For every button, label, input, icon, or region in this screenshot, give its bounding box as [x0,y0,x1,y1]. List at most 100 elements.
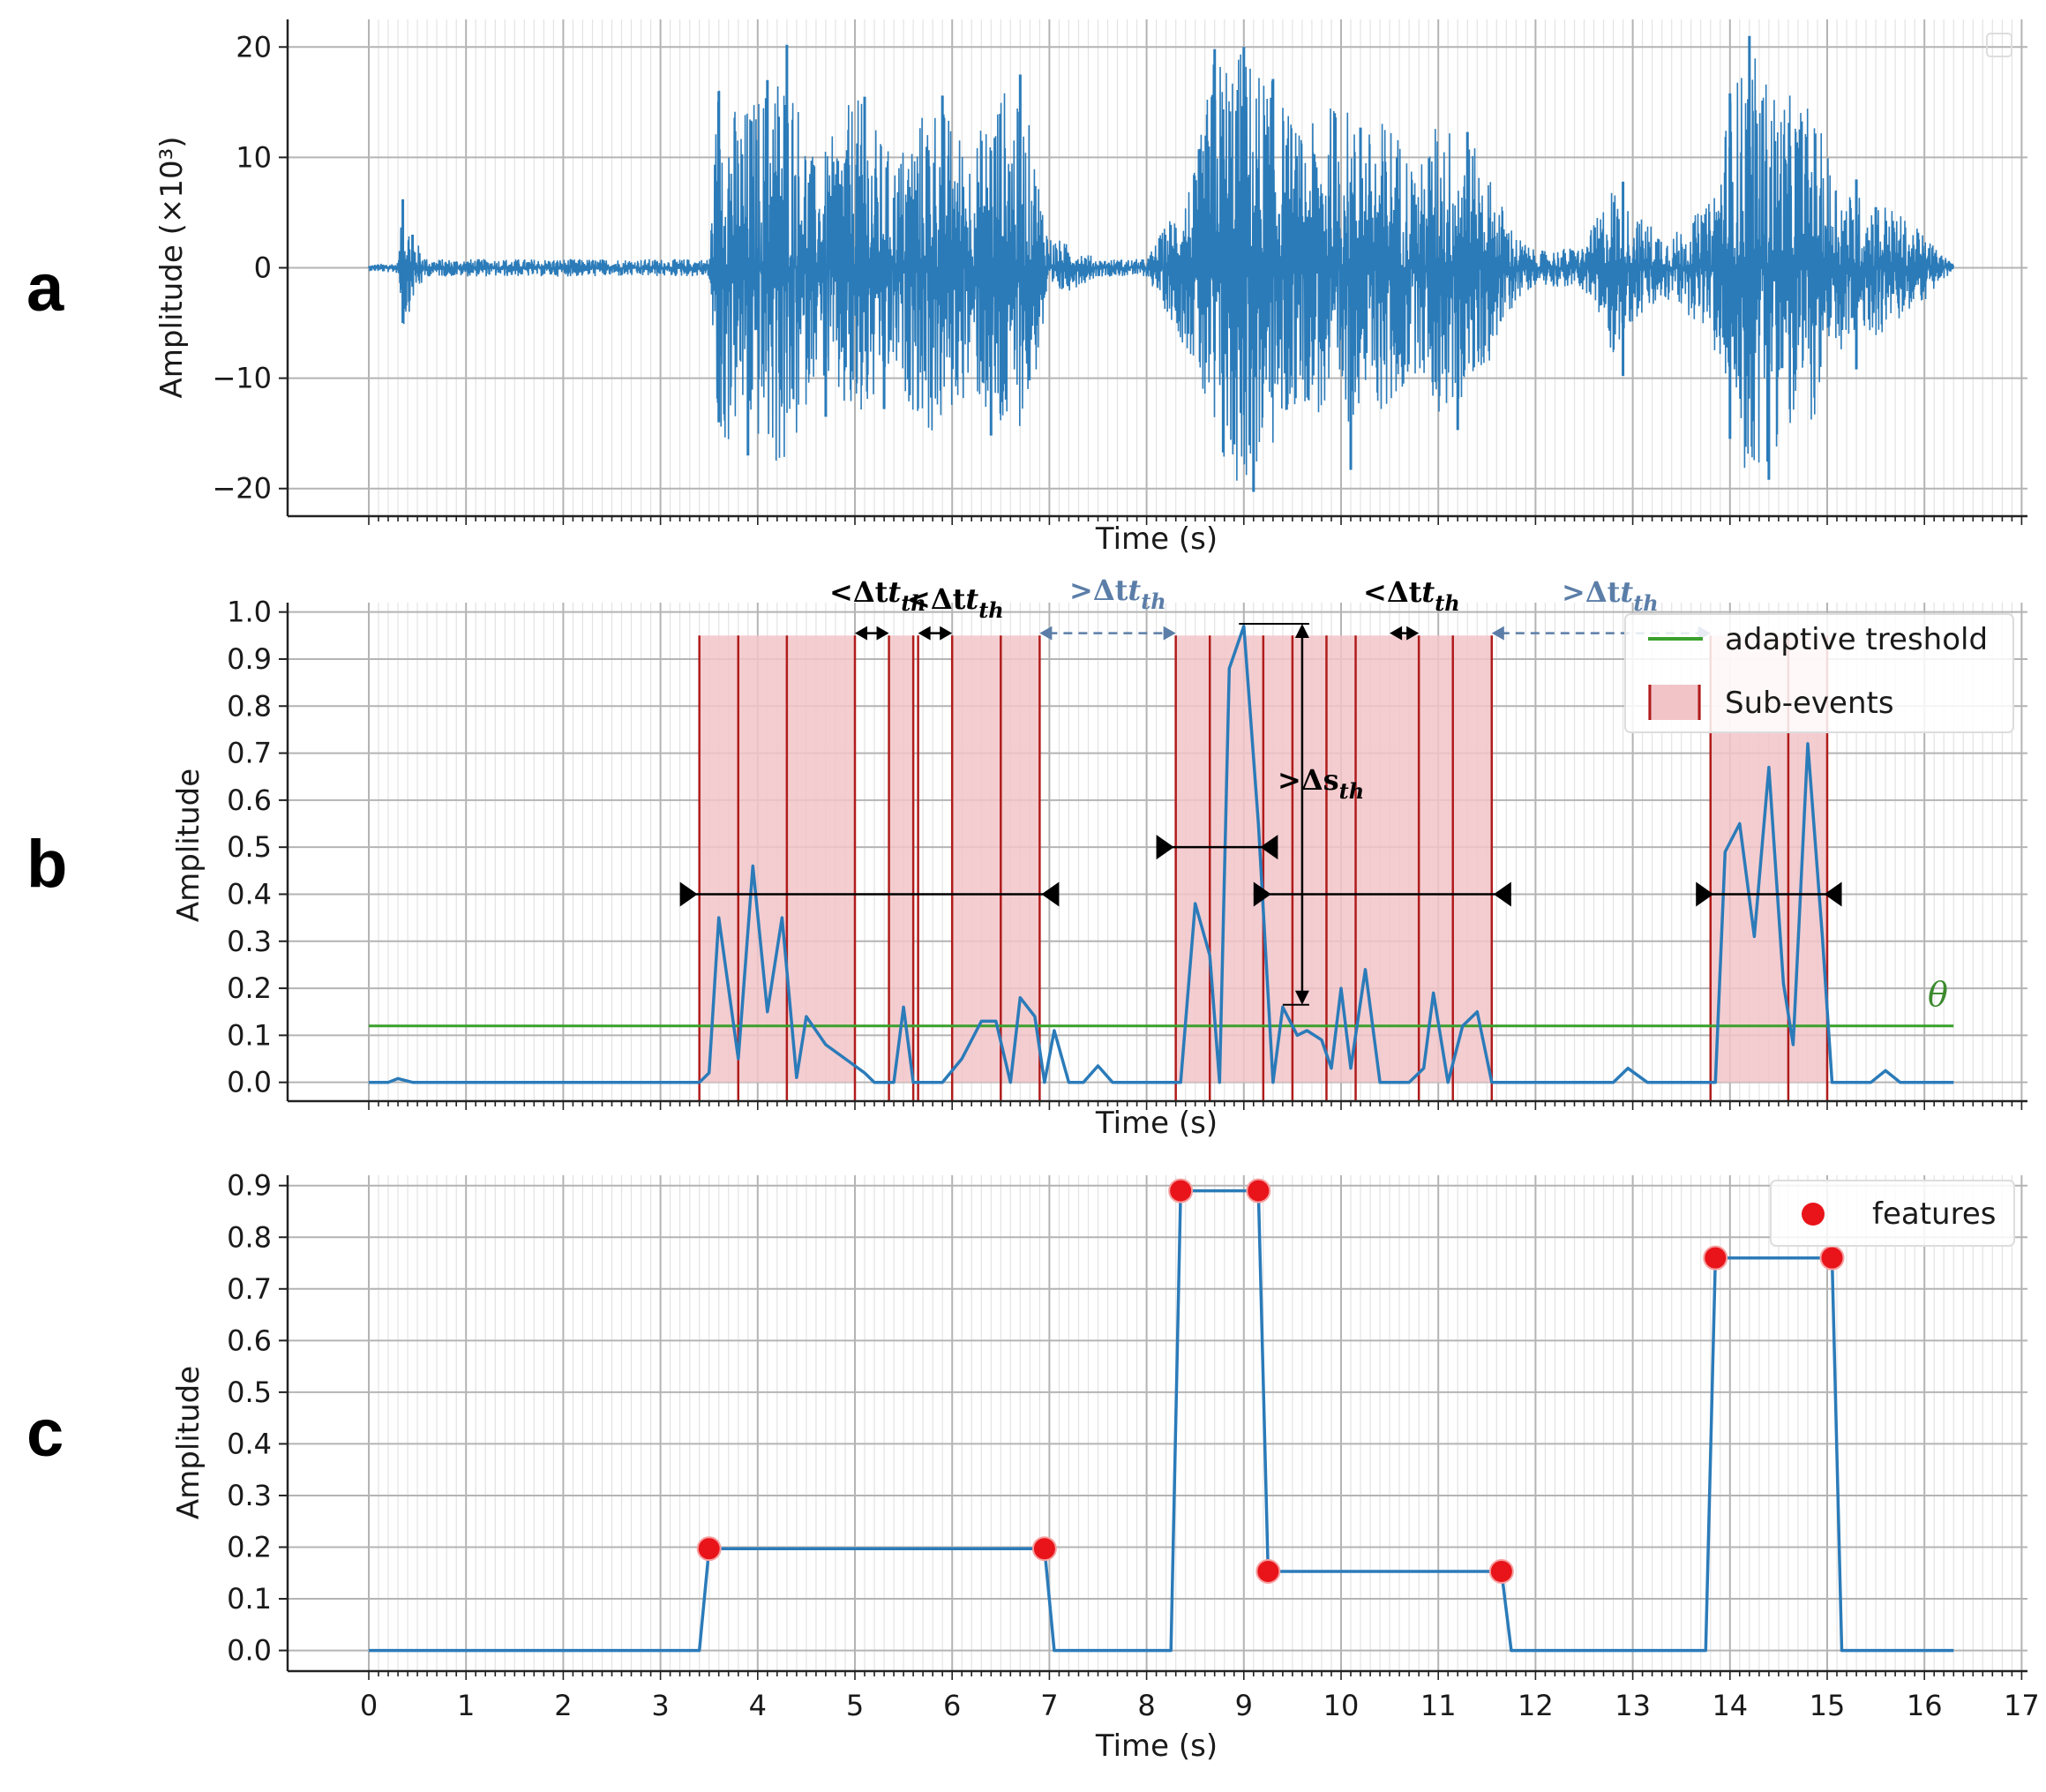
gap-arrow-2-left-head [918,626,931,641]
panel-c-axes [286,1175,2027,1680]
delta-s-arrow-bottom-head [1294,990,1309,1005]
panel-c-ytick-label-8: 0.8 [227,1220,272,1254]
panel-a-y-label: Amplitude (×10³) [154,137,190,399]
panel-b-ytick-label-2: 0.2 [227,971,272,1005]
annotation-lt-dt-2: <Δttth [907,582,1004,623]
feature-point-7 [1819,1245,1845,1271]
panel-b-x-ticks [368,1101,2023,1110]
panel-letter-b: b [26,827,67,902]
panel-a-ytick-label-2: 0 [254,251,272,285]
panel-b-ytick-label-1: 0.1 [227,1018,272,1052]
panel-c-xtick-label-17: 17 [2004,1689,2040,1722]
panel-b-ytick-label-6: 0.6 [227,784,272,817]
panel-a-x-ticks [368,516,2023,525]
panel-c-xtick-label-9: 9 [1235,1689,1253,1722]
legend-sub-events-swatch [1648,685,1701,720]
feature-point-1 [1031,1536,1057,1562]
panel-c-xtick-label-5: 5 [846,1689,864,1722]
panel-c-xtick-label-6: 6 [943,1689,961,1722]
panel-c-feature-points [696,1178,1845,1585]
panel-c-ytick-label-5: 0.5 [227,1376,272,1409]
panel-b-legend: adaptive treshold Sub-events [1624,613,2014,733]
gap-arrow-4-right-head [1406,626,1420,641]
feature-point-2 [1168,1178,1194,1203]
annotation-lt-dt-3: <Δttth [1363,575,1460,616]
panel-b-signal [369,624,1954,1084]
panel-c-ytick-label-4: 0.4 [227,1427,272,1460]
panel-a-axes [286,19,2027,525]
panel-b-x-label: Time (s) [1095,1106,1218,1141]
sub-event-span-7 [1210,635,1263,1083]
gap-arrow-1-right-head [876,626,889,641]
panel-b-signal-line [369,624,1954,1084]
span-arrow-event-2-right-head [1493,881,1511,907]
span-arrow-event-3-right-head [1824,881,1842,907]
panel-c-ytick-label-6: 0.6 [227,1323,272,1357]
panel-b-ytick-label-0: 0.0 [227,1066,272,1099]
panel-c-ytick-label-1: 0.1 [227,1582,272,1616]
span-arrow-sub-width-right-head [1260,835,1278,860]
panel-c-y-ticks: 0.0 0.1 0.2 0.3 0.4 0.5 0.6 0.7 0.8 0.9 [227,1169,288,1668]
legend-features-marker [1802,1203,1825,1226]
sub-event-span-10 [1326,635,1356,1083]
legend-threshold-label: adaptive treshold [1725,622,1988,657]
panel-c-ytick-label-2: 0.2 [227,1531,272,1564]
annotation-lt-dt-1: <Δttth [829,575,926,616]
panel-b-ytick-label-8: 0.8 [227,689,272,723]
panel-c-legend-box [1770,1180,2015,1247]
panel-c-xtick-label-16: 16 [1907,1689,1943,1722]
panel-a-waveform [368,54,1954,481]
span-arrow-event-1-right-head [1041,881,1060,907]
panel-c-xtick-label-11: 11 [1420,1689,1457,1722]
panel-b-ytick-label-3: 0.3 [227,925,272,958]
legend-sub-events-label: Sub-events [1725,686,1894,721]
sub-event-span-3 [888,635,914,1083]
panel-a-ytick-label-3: 10 [236,140,272,174]
panel-b-ytick-label-7: 0.7 [227,737,272,770]
panel-c-xtick-label-0: 0 [360,1689,378,1722]
panel-c-xtick-label-2: 2 [554,1689,572,1722]
feature-point-3 [1246,1178,1271,1203]
panel-c-ytick-label-7: 0.7 [227,1272,272,1306]
panel-c-xtick-label-10: 10 [1323,1689,1360,1722]
panel-a-ytick-label-1: −10 [212,362,272,395]
panel-b-ytick-label-4: 0.4 [227,877,272,911]
panel-b: 0.0 0.1 0.2 0.3 0.4 0.5 0.6 0.7 0.8 0.9 1.0 <Δttth… [171,574,2027,1141]
panel-b-y-ticks: 0.0 0.1 0.2 0.3 0.4 0.5 0.6 0.7 0.8 0.9 1.0 [227,596,288,1099]
span-arrow-sub-width-left-head [1156,835,1174,860]
span-arrow-event-3-left-head [1696,881,1714,907]
sub-event-span-1 [738,635,787,1083]
panel-c-envelope-line [369,1188,1954,1653]
panel-c-xtick-label-14: 14 [1712,1689,1748,1722]
panel-c-xtick-label-12: 12 [1518,1689,1554,1722]
panel-c-xtick-label-8: 8 [1137,1689,1155,1722]
annotation-gt-dt-1: >Δttth [1069,574,1166,614]
panel-a-ytick-label-4: 20 [236,30,272,64]
feature-point-5 [1488,1559,1514,1585]
panel-c-xtick-label-15: 15 [1810,1689,1846,1722]
panel-a-signal [368,35,1954,492]
panel-a-y-ticks: −20 −10 0 10 20 [212,30,288,506]
panel-a: −20 −10 0 10 20 Time (s) Amplitude (×10³) [154,19,2027,557]
panel-c-xtick-label-13: 13 [1615,1689,1651,1722]
annotation-gt-ds: >Δsth [1278,763,1364,804]
panel-c-y-label: Amplitude [171,1366,206,1519]
annotation-theta: θ [1928,975,1948,1014]
panel-c-legend: features [1770,1180,2015,1247]
panel-a-x-label: Time (s) [1095,521,1218,557]
panel-c-xtick-label-4: 4 [749,1689,767,1722]
panel-b-ytick-label-10: 1.0 [227,596,272,629]
panel-c-minor-grid [368,1175,2022,1671]
sub-event-span-13 [1452,635,1492,1083]
panel-c-xtick-label-7: 7 [1040,1689,1058,1722]
panel-b-legend-box [1624,613,2014,733]
feature-point-0 [696,1536,722,1562]
panel-c-x-ticks: 0 1 2 3 4 5 6 7 8 9 10 11 12 13 14 15 16 17 [360,1689,2040,1722]
panel-c-xtick-label-3: 3 [651,1689,669,1722]
panel-c-ytick-label-0: 0.0 [227,1634,272,1668]
sub-event-span-4 [952,635,1001,1083]
panel-a-ytick-label-0: −20 [212,472,272,506]
